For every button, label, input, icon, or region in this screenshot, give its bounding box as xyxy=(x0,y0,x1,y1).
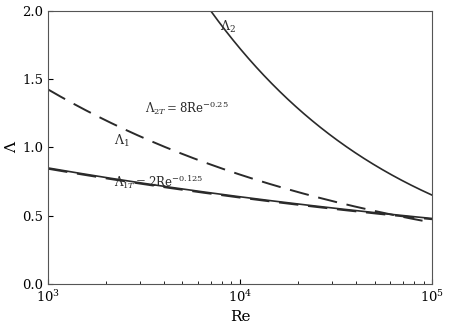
Text: $\Lambda_{1T} = 2\mathrm{Re}^{-0.125}$: $\Lambda_{1T} = 2\mathrm{Re}^{-0.125}$ xyxy=(114,173,203,191)
Text: $\Lambda_{2T} = 8\mathrm{Re}^{-0.25}$: $\Lambda_{2T} = 8\mathrm{Re}^{-0.25}$ xyxy=(145,99,229,117)
Text: $\Lambda_2$: $\Lambda_2$ xyxy=(220,19,235,35)
Text: $\Lambda_1$: $\Lambda_1$ xyxy=(114,133,130,149)
X-axis label: Re: Re xyxy=(230,311,251,324)
Y-axis label: Λ: Λ xyxy=(5,142,19,153)
